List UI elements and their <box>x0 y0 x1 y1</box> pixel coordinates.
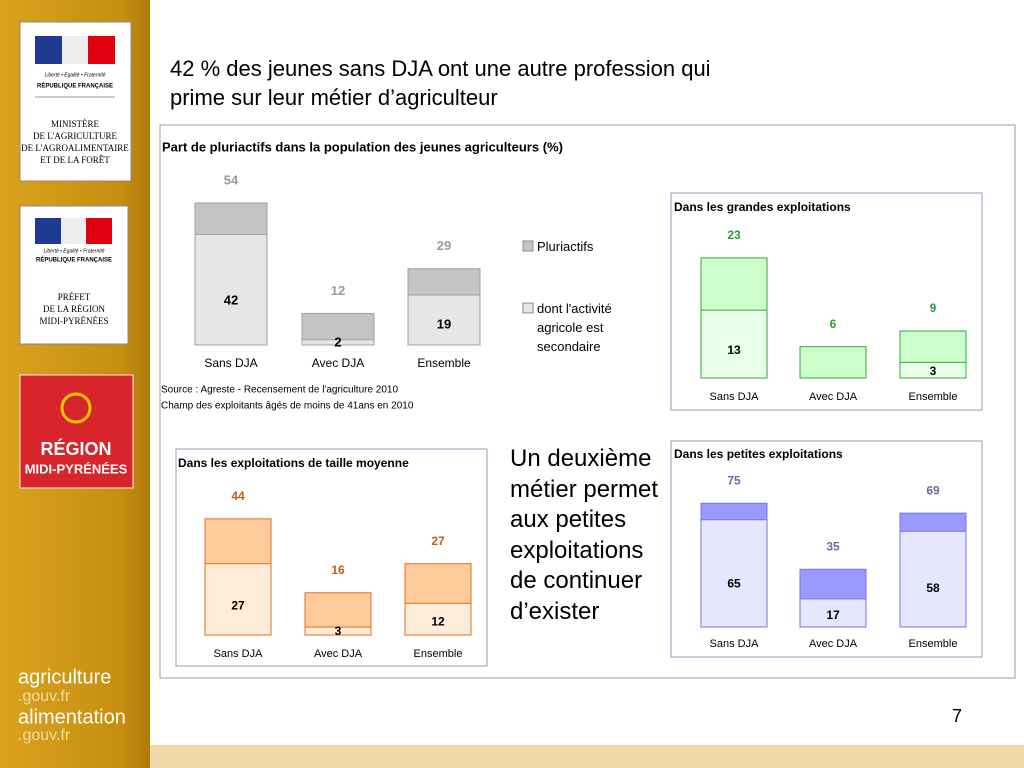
occitan-cross <box>60 392 92 424</box>
data-label: 75 <box>727 473 741 487</box>
bar <box>204 563 272 636</box>
x-tick-label: Ensemble <box>909 391 958 403</box>
data-label: 19 <box>437 316 451 331</box>
data-label: 42 <box>224 292 238 307</box>
bar <box>799 346 867 379</box>
prefect-line: MIDI-PYRÉNÉES <box>40 316 109 326</box>
data-label: 12 <box>431 614 445 628</box>
bar <box>301 339 375 346</box>
data-label: 17 <box>826 608 840 622</box>
chart-title: Dans les petites exploitations <box>674 447 843 461</box>
flag-red <box>88 36 115 64</box>
chart-title: Dans les exploitations de taille moyenne <box>178 456 409 470</box>
flag-red <box>86 218 112 244</box>
site-name: agriculture <box>18 666 111 688</box>
x-tick-label: Avec DJA <box>809 391 858 403</box>
data-label: 44 <box>231 489 245 503</box>
data-label: 2 <box>334 334 341 349</box>
legend-label-box: dont l'activité agricole est secondaire <box>537 301 612 354</box>
data-label: 27 <box>431 534 445 548</box>
region-name: RÉGION <box>40 438 111 459</box>
x-tick-label: Ensemble <box>417 356 471 370</box>
bar <box>799 598 867 628</box>
ministry-line: ET DE LA FORÊT <box>40 155 110 165</box>
flag-blue <box>35 36 62 64</box>
motto: Liberté • Égalité • Fraternité <box>43 247 104 254</box>
republic: RÉPUBLIQUE FRANÇAISE <box>36 256 112 264</box>
flag-white <box>61 218 86 244</box>
site-suffix: .gouv.fr <box>18 727 71 744</box>
side-text: Un deuxième métier permet aux petites ex… <box>510 445 659 625</box>
source: Source : Agreste - Recensement de l'agri… <box>161 385 398 396</box>
x-tick-label: Ensemble <box>909 638 958 650</box>
data-label: 58 <box>926 581 940 595</box>
legend-label: Pluriactifs <box>537 239 594 254</box>
ministry-line: DE L'AGRICULTURE <box>33 131 118 141</box>
prefect-line: DE LA RÉGION <box>43 304 105 314</box>
flag-blue <box>35 218 61 244</box>
x-tick-label: Sans DJA <box>214 648 264 660</box>
x-tick-label: Avec DJA <box>809 638 858 650</box>
data-label: 23 <box>727 228 741 242</box>
panel-frame <box>175 448 488 667</box>
chart-frame <box>159 124 1016 679</box>
region-name: MIDI-PYRÉNÉES <box>25 461 128 476</box>
data-label: 29 <box>437 238 451 253</box>
prefect-line: PRÉFET <box>58 292 91 302</box>
site-name: alimentation <box>18 706 126 728</box>
panel-frame <box>670 440 983 658</box>
data-label: 27 <box>231 599 245 613</box>
x-tick-label: Sans DJA <box>710 391 760 403</box>
motto: Liberté • Égalité • Fraternité <box>44 71 105 78</box>
panel-frame <box>670 192 983 411</box>
bar <box>899 361 967 379</box>
bar <box>700 519 768 628</box>
title-box: 42 % des jeunes sans DJA ont une autre p… <box>170 56 711 110</box>
data-label: 65 <box>727 576 741 590</box>
data-label: 6 <box>830 317 837 331</box>
bar <box>404 602 472 636</box>
data-label: 13 <box>727 343 741 357</box>
bar <box>194 234 268 346</box>
bar <box>899 530 967 628</box>
x-tick-label: Ensemble <box>414 648 463 660</box>
slide-title: 42 % des jeunes sans DJA ont une autre p… <box>170 56 711 110</box>
legend-label: dont l'activité agricole est secondaire <box>537 301 612 354</box>
legend-label-box: Pluriactifs <box>537 239 594 254</box>
side-text-box: Un deuxième métier permet aux petites ex… <box>510 445 659 625</box>
ministry-line: DE L'AGROALIMENTAIRE <box>21 143 129 153</box>
data-label: 3 <box>930 364 937 378</box>
ministry-line: MINISTÈRE <box>51 119 99 129</box>
data-label: 16 <box>331 563 345 577</box>
data-label: 3 <box>335 624 342 638</box>
page-number: 7 <box>952 706 962 726</box>
legend-swatch <box>522 302 534 314</box>
ground-strip <box>150 745 1024 768</box>
bar <box>304 626 372 636</box>
chart-title: Part de pluriactifs dans la population d… <box>162 139 563 154</box>
data-label: 9 <box>930 301 937 315</box>
bar <box>407 294 481 346</box>
bar <box>700 309 768 379</box>
data-label: 35 <box>826 539 840 553</box>
chart-title: Dans les grandes exploitations <box>674 200 851 214</box>
site-suffix: .gouv.fr <box>18 688 71 705</box>
data-label: 69 <box>926 483 940 497</box>
x-tick-label: Sans DJA <box>710 638 760 650</box>
data-label: 12 <box>331 283 345 298</box>
x-tick-label: Avec DJA <box>314 648 363 660</box>
source: Champ des exploitants âgés de moins de 4… <box>161 401 414 412</box>
x-tick-label: Avec DJA <box>312 356 364 370</box>
flag-white <box>62 36 88 64</box>
data-label: 54 <box>224 172 239 187</box>
republic: RÉPUBLIQUE FRANÇAISE <box>37 82 113 90</box>
x-tick-label: Sans DJA <box>204 356 257 370</box>
legend-swatch <box>522 240 534 252</box>
